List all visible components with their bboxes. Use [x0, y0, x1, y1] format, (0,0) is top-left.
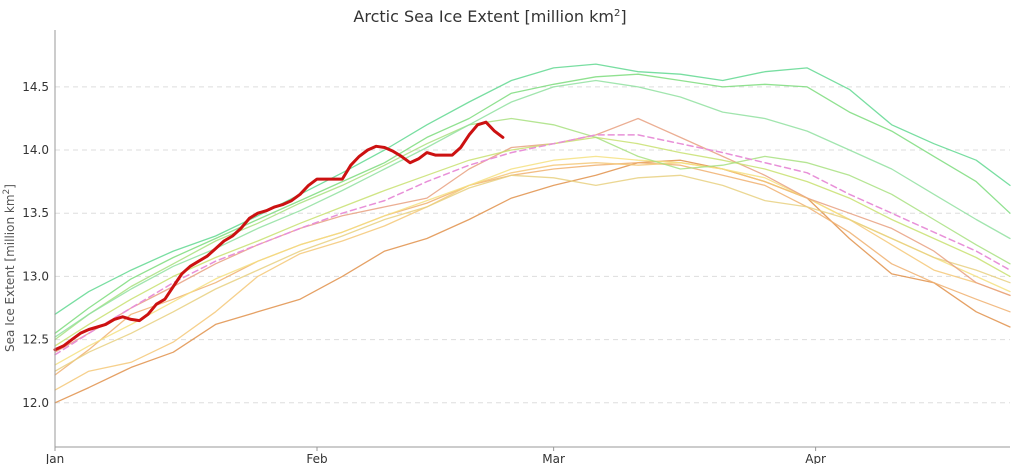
data-series [53, 63, 1011, 404]
x-tick-label: Feb [306, 452, 327, 464]
series-line-5 [54, 117, 1011, 353]
y-tick-label: 13.5 [22, 206, 49, 220]
y-tick-label: 12.5 [22, 333, 49, 347]
grid-lines [55, 86, 1010, 404]
chart-title: Arctic Sea Ice Extent [million km2] [353, 7, 626, 26]
series-line-1 [54, 162, 1011, 376]
x-tick-label: Apr [805, 452, 826, 464]
y-tick-label: 14.0 [22, 143, 49, 157]
chart-title-tail: ] [620, 7, 626, 26]
series-line-9 [54, 63, 1011, 315]
y-tick-label: 14.5 [22, 80, 49, 94]
series-line-4 [54, 174, 1011, 372]
series-line-2 [54, 162, 1011, 391]
average-line [54, 134, 1011, 356]
chart-title-superscript: 2 [614, 8, 620, 19]
chart-title-main: Arctic Sea Ice Extent [million km [353, 7, 614, 26]
y-axis-label-tail: ] [3, 184, 17, 189]
tick-labels: 12.0 12.5 13.0 13.5 14.0 14.5 Jan Feb Mar Apr [22, 80, 826, 464]
y-axis-label: Sea Ice Extent [million km2] [2, 184, 17, 352]
series-line-10 [54, 79, 1011, 338]
series-line-8 [54, 73, 1011, 334]
x-tick-label: Jan [45, 452, 65, 464]
series-line-0 [54, 159, 1011, 404]
series-line-6 [54, 136, 1011, 347]
series-line-7 [54, 117, 1011, 341]
y-tick-label: 13.0 [22, 269, 49, 283]
x-tick-label: Mar [542, 452, 565, 464]
current-year-line [53, 120, 505, 352]
y-axis-label-main: Sea Ice Extent [million km [3, 194, 17, 352]
y-axis-label-superscript: 2 [2, 189, 12, 195]
y-tick-label: 12.0 [22, 396, 49, 410]
